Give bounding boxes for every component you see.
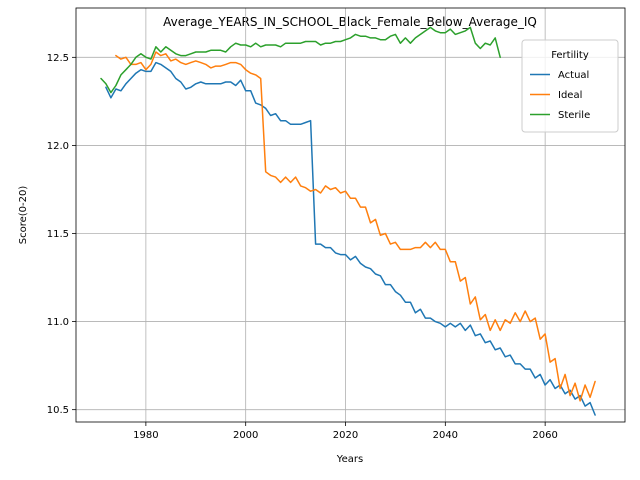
y-tick-label: 11.0: [47, 317, 69, 328]
x-tick-label: 1980: [133, 430, 158, 441]
x-axis-label: Years: [336, 454, 363, 465]
legend-title: Fertility: [551, 50, 589, 61]
x-tick-label: 2040: [433, 430, 458, 441]
legend-box: [521, 39, 619, 133]
series-line-sterile: [100, 26, 501, 94]
y-axis-ticks: 10.5 11.0 11.5 12.0 12.5: [47, 53, 76, 416]
x-tick-label: 2000: [233, 430, 258, 441]
y-axis-label: Score(0-20): [18, 186, 29, 245]
series-layer: [100, 26, 596, 416]
y-tick-label: 10.5: [47, 405, 69, 416]
x-axis-ticks: 1980 2000 2020 2040 2060: [133, 422, 558, 441]
y-tick-label: 12.0: [47, 141, 69, 152]
plot-area-frame: [75, 7, 626, 423]
legend-items: Actual Ideal Sterile: [530, 70, 590, 121]
x-tick-label: 2060: [532, 430, 557, 441]
chart-title: Average_YEARS_IN_SCHOOL_Black_Female_Bel…: [163, 15, 537, 29]
legend-label-ideal: Ideal: [558, 90, 582, 101]
y-tick-label: 11.5: [47, 229, 69, 240]
y-tick-label: 12.5: [47, 53, 69, 64]
x-tick-label: 2020: [333, 430, 358, 441]
legend-label-sterile: Sterile: [558, 110, 590, 121]
series-line-actual: [105, 61, 596, 416]
legend-label-actual: Actual: [558, 70, 589, 81]
series-line-ideal: [115, 51, 596, 402]
legend: Fertility Actual Ideal Sterile: [521, 39, 619, 133]
